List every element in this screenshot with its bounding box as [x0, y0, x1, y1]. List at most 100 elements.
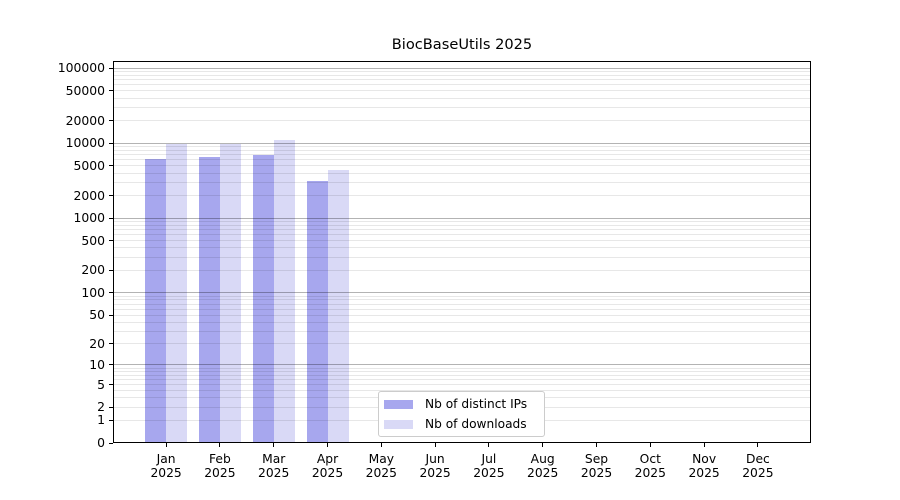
legend-label: Nb of distinct IPs	[425, 397, 528, 411]
x-tick-label-may: May 2025	[351, 452, 411, 480]
x-tick-feb	[219, 443, 221, 447]
bar-distinct-ips-mar	[252, 154, 274, 443]
x-tick-month: Nov	[692, 452, 717, 466]
x-tick-label-aug: Aug 2025	[513, 452, 573, 480]
y-tick-label-20: 20	[89, 335, 105, 351]
y-tick-label-100: 100	[81, 284, 105, 300]
x-tick-label-oct: Oct 2025	[620, 452, 680, 480]
y-tick-1	[109, 419, 113, 421]
x-tick-jun	[434, 443, 436, 447]
y-tick-2	[109, 406, 113, 408]
x-tick-month: Jan	[156, 452, 176, 466]
y-tick-label-100000: 100000	[57, 60, 105, 76]
bar-downloads-feb	[219, 143, 241, 443]
y-tick-2000	[109, 195, 113, 197]
x-tick-year: 2025	[419, 465, 451, 480]
x-tick-month: Feb	[209, 452, 231, 466]
x-tick-year: 2025	[365, 465, 397, 480]
y-tick-100	[109, 292, 113, 294]
legend: Nb of distinct IPs Nb of downloads	[378, 391, 545, 437]
y-tick-1000	[109, 217, 113, 219]
y-tick-label-2000: 2000	[73, 187, 105, 203]
x-tick-label-feb: Feb 2025	[190, 452, 250, 480]
x-tick-year: 2025	[150, 465, 182, 480]
x-tick-may	[380, 443, 382, 447]
x-tick-month: Jun	[425, 452, 445, 466]
x-tick-year: 2025	[742, 465, 774, 480]
y-tick-label-1: 1	[97, 412, 105, 428]
y-tick-label-200: 200	[81, 262, 105, 278]
bar-distinct-ips-jan	[145, 158, 167, 443]
bar-downloads-mar	[273, 140, 295, 443]
x-tick-month: Jul	[481, 452, 497, 466]
legend-item-downloads: Nb of downloads	[384, 414, 536, 434]
y-tick-label-20000: 20000	[65, 112, 105, 128]
y-tick-label-5: 5	[97, 376, 105, 392]
y-tick-50000	[109, 90, 113, 92]
bars-layer	[113, 61, 811, 443]
y-tick-20000	[109, 120, 113, 122]
chart-title: BiocBaseUtils 2025	[391, 36, 533, 53]
x-tick-dec	[757, 443, 759, 447]
x-tick-month: Dec	[745, 452, 770, 466]
legend-label: Nb of downloads	[425, 417, 527, 431]
x-tick-year: 2025	[634, 465, 666, 480]
y-tick-label-50: 50	[89, 307, 105, 323]
y-axis: 0 1 2 5 10 20 50 100 200 500 1000 2000 5000 10000 2000…	[0, 60, 105, 450]
x-tick-apr	[327, 443, 328, 447]
x-tick-sep	[596, 443, 597, 447]
x-tick-aug	[542, 443, 544, 447]
legend-swatch-icon	[384, 399, 413, 409]
x-tick-label-jun: Jun 2025	[405, 452, 465, 480]
plot-area	[113, 61, 811, 443]
y-tick-label-10000: 10000	[65, 135, 105, 151]
x-tick-month: Sep	[584, 452, 609, 466]
x-tick-oct	[649, 443, 651, 447]
bar-distinct-ips-feb	[198, 157, 220, 443]
y-tick-10	[109, 364, 113, 366]
y-tick-label-50000: 50000	[65, 82, 105, 98]
x-tick-label-apr: Apr 2025	[298, 452, 358, 480]
y-tick-20	[109, 343, 113, 345]
legend-item-distinct-ips: Nb of distinct IPs	[384, 394, 536, 414]
x-tick-year: 2025	[527, 465, 559, 480]
y-tick-label-1000: 1000	[73, 210, 105, 226]
y-tick-label-5000: 5000	[73, 157, 105, 173]
y-tick-5	[109, 384, 113, 386]
bar-downloads-jan	[166, 144, 188, 443]
x-tick-month: May	[368, 452, 395, 466]
x-tick-year: 2025	[580, 465, 613, 480]
x-tick-year: 2025	[688, 465, 720, 480]
y-tick-500	[109, 240, 113, 242]
bar-distinct-ips-apr	[306, 180, 328, 443]
x-tick-month: Oct	[639, 452, 661, 466]
x-tick-label-sep: Sep 2025	[567, 452, 627, 480]
x-tick-month: Apr	[316, 452, 339, 466]
legend-swatch-icon	[384, 419, 413, 429]
y-tick-10000	[109, 142, 113, 144]
y-tick-200	[109, 269, 113, 271]
y-tick-label-500: 500	[81, 232, 105, 248]
x-tick-year: 2025	[258, 465, 290, 480]
x-tick-nov	[703, 443, 705, 447]
x-tick-label-mar: Mar 2025	[244, 452, 304, 480]
x-tick-label-jan: Jan 2025	[136, 452, 196, 480]
x-tick-label-jul: Jul 2025	[459, 452, 519, 480]
x-tick-jul	[488, 443, 490, 447]
y-tick-100000	[109, 67, 113, 69]
y-tick-0	[109, 442, 113, 444]
x-tick-year: 2025	[311, 465, 344, 480]
y-tick-label-10: 10	[89, 356, 105, 372]
y-tick-5000	[109, 165, 113, 167]
y-tick-label-2: 2	[97, 399, 105, 415]
x-tick-year: 2025	[473, 465, 505, 480]
x-tick-label-dec: Dec 2025	[728, 452, 788, 480]
y-tick-label-0: 0	[97, 435, 105, 450]
x-tick-month: Mar	[262, 452, 286, 466]
y-tick-50	[109, 314, 113, 316]
x-tick-label-nov: Nov 2025	[674, 452, 734, 480]
bar-downloads-apr	[327, 169, 349, 443]
x-tick-month: Aug	[530, 452, 555, 466]
x-tick-year: 2025	[204, 465, 236, 480]
